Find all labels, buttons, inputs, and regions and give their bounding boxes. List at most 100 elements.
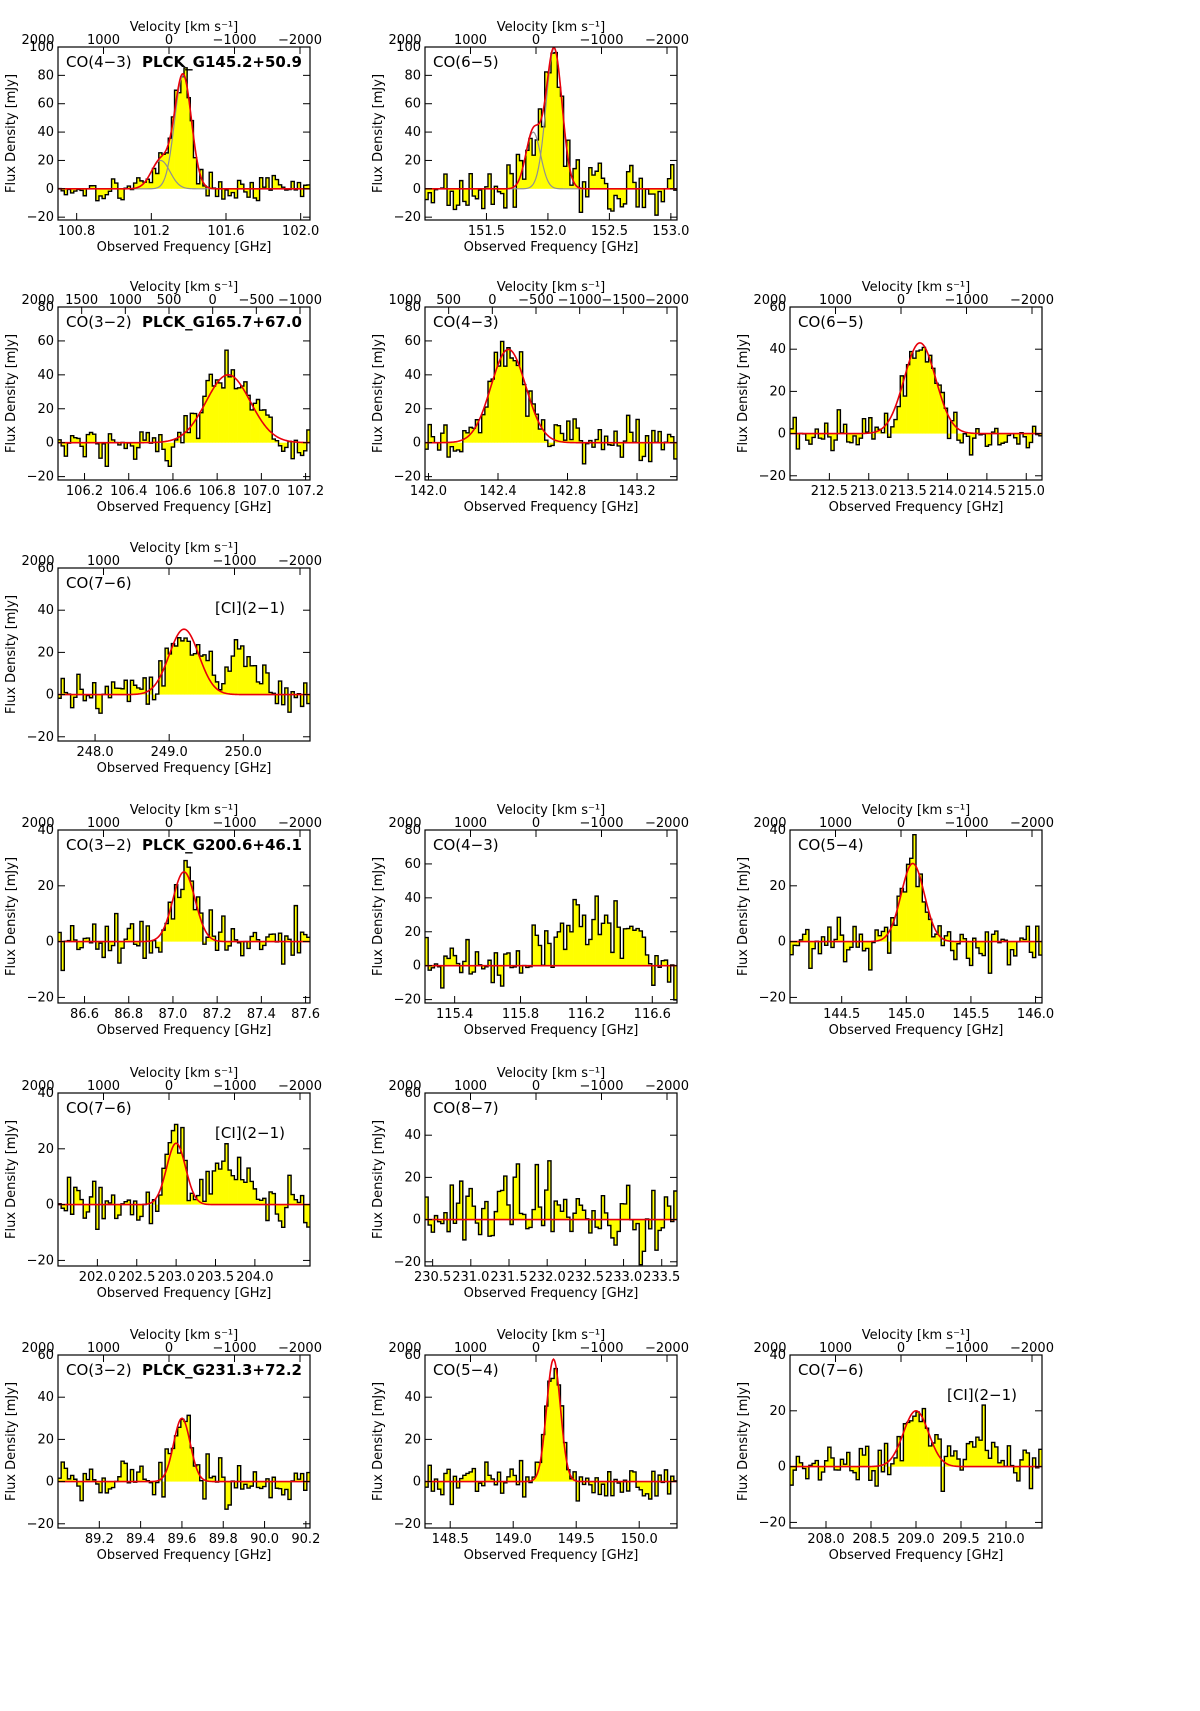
spectrum-channel: [500, 965, 505, 987]
spectrum-channel: [950, 1455, 955, 1467]
spectrum-channel: [133, 685, 138, 695]
spectrum-channel: [890, 426, 895, 434]
spectrum-channel: [240, 1481, 245, 1490]
spectrum-channel: [256, 1481, 260, 1488]
spectrum-channel: [966, 941, 970, 959]
spectrum-channel: [459, 442, 464, 452]
spectrum-channel: [269, 1191, 273, 1205]
spectrum-channel: [278, 933, 282, 942]
transition-label: CO(7−6): [66, 574, 132, 592]
spectrum-channel: [661, 960, 665, 966]
spectrum-channel: [1038, 941, 1042, 956]
spectrum-channel: [585, 188, 590, 197]
spectrum-channel: [190, 1193, 194, 1205]
transition-label: CO(5−4): [433, 1361, 499, 1379]
spectrum-channel: [89, 1196, 93, 1205]
velocity-tick-label: −2000: [278, 1079, 322, 1094]
y-tick-label: 0: [46, 182, 54, 197]
spectrum-channel: [61, 1462, 65, 1482]
spectrum-channel: [931, 368, 936, 434]
spectrum-channel: [956, 1458, 961, 1467]
velocity-tick-label: 0: [897, 1341, 905, 1356]
spectrum-channel: [796, 433, 800, 449]
spectrum-channel: [547, 1160, 552, 1220]
x-tick-label: 145.5: [952, 1007, 989, 1022]
spectrum-channel: [224, 350, 229, 443]
spectrum-channel: [136, 1472, 141, 1482]
spectrum-channel: [494, 186, 498, 189]
spectrum-channel: [875, 929, 879, 942]
spectrum-channel: [73, 1187, 78, 1205]
spectrum-channel: [139, 689, 144, 695]
transition-label: CO(7−6): [66, 1099, 132, 1117]
spectrum-channel: [563, 1442, 568, 1482]
spectrum-channel: [434, 963, 438, 966]
spectrum-channel: [269, 692, 273, 695]
spectrum-channel: [617, 927, 621, 966]
spectrum-channel: [516, 154, 520, 189]
spectrum-channel: [124, 1463, 128, 1482]
spectrum-channel: [262, 187, 267, 189]
spectrum-channel: [985, 931, 989, 942]
spectrum-channel: [231, 369, 235, 443]
spectrum-channel: [544, 71, 549, 189]
velocity-axis-title: Velocity [km s⁻¹]: [862, 803, 970, 818]
panel-plot-area: [790, 342, 1042, 456]
spectrum-channel: [300, 932, 304, 942]
x-axis-title: Observed Frequency [GHz]: [464, 240, 639, 255]
spectrum-channel: [824, 941, 829, 946]
spectrum-channel: [979, 941, 983, 954]
spectrum-channel: [535, 935, 539, 966]
x-tick-label: 106.6: [154, 484, 191, 499]
spectrum-channel: [862, 418, 866, 434]
spectrum-channel: [573, 418, 577, 443]
spectrum-channel: [994, 428, 999, 434]
spectrum-channel: [673, 965, 677, 1000]
spectrum-channel: [70, 1204, 75, 1215]
spectrum-channel: [459, 965, 464, 973]
spectrum-channel: [152, 1199, 156, 1205]
spectrum-channel: [98, 1187, 103, 1205]
x-tick-label: 89.6: [167, 1532, 196, 1547]
spectrum-channel: [456, 442, 460, 450]
spectrum-channel: [250, 1181, 254, 1205]
y-tick-label: 40: [404, 125, 421, 140]
y-tick-label: 60: [404, 334, 421, 349]
spectrum-channel: [658, 431, 662, 443]
velocity-tick-label: 1000: [388, 293, 421, 308]
spectrum-channel: [259, 410, 264, 443]
spectrum-channel: [830, 1457, 835, 1467]
spectrum-channel: [187, 641, 191, 695]
spectrum-channel: [291, 941, 295, 956]
spectrum-channel: [859, 1448, 863, 1467]
spectrum-channel: [278, 1204, 282, 1221]
spectrum-channel: [639, 178, 643, 189]
velocity-tick-label: 1000: [87, 816, 120, 831]
spectrum-channel: [202, 1201, 207, 1205]
spectrum-channel: [912, 1416, 917, 1467]
velocity-tick-label: 1000: [454, 1079, 487, 1094]
spectrum-channel: [488, 173, 492, 189]
spectrum-channel: [560, 923, 564, 966]
spectrum-channel: [554, 1368, 558, 1482]
velocity-tick-label: 0: [532, 33, 540, 48]
spectrum-channel: [425, 1197, 429, 1220]
spectrum-channel: [462, 188, 467, 202]
spectrum-channel: [620, 958, 624, 966]
spectrum-channel: [579, 188, 583, 213]
x-tick-label: 107.0: [243, 484, 280, 499]
spectrum-channel: [812, 433, 816, 438]
spectrum-channel: [168, 1453, 172, 1482]
spectrum-channel: [165, 923, 169, 942]
spectrum-channel: [815, 429, 819, 434]
panel-plot-area: [790, 1404, 1042, 1493]
velocity-tick-label: −500: [518, 293, 554, 308]
spectrum-channel: [639, 442, 643, 461]
spectrum-channel: [598, 429, 602, 443]
spectrum-channel: [607, 188, 612, 209]
spectrum-channel: [465, 1473, 470, 1482]
spectrum-channel: [275, 179, 279, 189]
spectrum-channel: [1023, 1450, 1027, 1467]
spectrum-channel: [1013, 1466, 1018, 1473]
spectrum-channel: [500, 1190, 505, 1220]
